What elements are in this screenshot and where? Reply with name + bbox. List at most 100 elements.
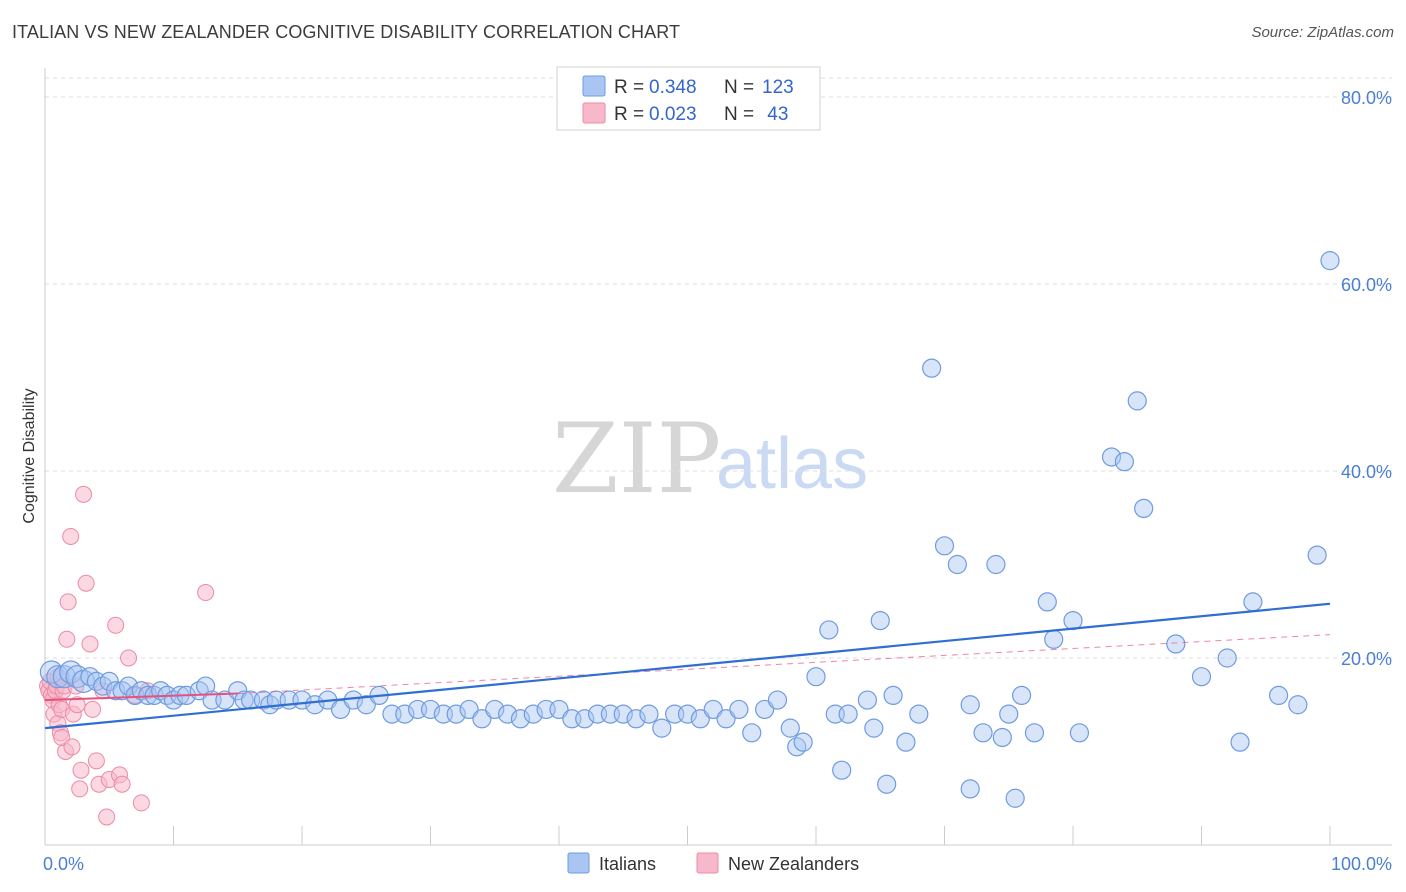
italians-trend-line (44, 602, 1331, 730)
italians-point (870, 610, 890, 631)
italians-point (1217, 648, 1237, 668)
italians-point (922, 358, 942, 378)
italians-point (999, 704, 1019, 724)
new-zealanders-trend-extension (237, 634, 1331, 695)
bottom-legend: Italians New Zealanders (567, 852, 859, 874)
new-zealanders-point (72, 761, 90, 779)
italians-point (1320, 251, 1340, 271)
y-axis-label: Cognitive Disability (21, 388, 38, 523)
italians-point (395, 704, 415, 724)
italians-point (677, 704, 698, 724)
italians-point (52, 665, 76, 689)
italians-point (992, 727, 1012, 748)
new-zealanders-point (87, 752, 105, 770)
new-zealanders-point (77, 574, 95, 592)
italians-point (877, 774, 897, 794)
italians-point (652, 718, 672, 738)
x-tick-label-max: 100.0% (1331, 854, 1392, 874)
italians-point (864, 718, 884, 738)
italians-point (934, 536, 955, 556)
italians-point (838, 704, 858, 724)
bottom-legend-label-italians: Italians (599, 854, 656, 874)
legend-swatch-italians (582, 75, 606, 97)
italians-point (1243, 592, 1263, 612)
italians-point (806, 667, 826, 687)
italians-points (39, 251, 1340, 808)
legend-r-value-new-zealanders: 0.023 (649, 104, 697, 125)
legend-n-value-italians: 123 (762, 77, 794, 98)
italians-point (1063, 610, 1083, 631)
italians-point (639, 704, 659, 724)
bottom-legend-swatch-new-zealanders (696, 852, 719, 874)
italians-point (1101, 447, 1122, 467)
new-zealanders-point (71, 780, 89, 798)
italians-point (472, 709, 492, 729)
italians-point (1005, 788, 1025, 808)
new-zealanders-point (107, 616, 125, 634)
y-tick-label: 60.0% (1341, 275, 1392, 295)
legend-n-label-italians: N = (724, 77, 754, 98)
y-tick-labels: 20.0% 40.0% 60.0% 80.0% (1341, 88, 1392, 669)
italians-point (1134, 498, 1154, 518)
new-zealanders-trend-line (44, 692, 238, 702)
new-zealanders-point (81, 635, 99, 653)
gridlines (45, 77, 1392, 659)
italians-point (1024, 723, 1045, 743)
watermark-atlas: atlas (716, 424, 868, 504)
chart-title: ITALIAN VS NEW ZEALANDER COGNITIVE DISAB… (12, 22, 681, 42)
new-zealanders-points (39, 485, 215, 826)
new-zealanders-point (84, 700, 102, 718)
italians-point (305, 695, 325, 715)
italians-point (215, 690, 235, 710)
italians-point (819, 620, 839, 640)
legend-r-label-italians: R = (614, 77, 644, 98)
italians-point (575, 709, 595, 729)
new-zealanders-point (58, 630, 76, 648)
italians-point (896, 732, 916, 752)
italians-point (46, 665, 70, 689)
watermark: ZIP atlas (552, 403, 868, 515)
italians-point (99, 671, 119, 691)
italians-point (754, 699, 775, 720)
italians-point (1114, 452, 1135, 472)
italians-point (716, 709, 736, 729)
italians-point (793, 732, 813, 752)
italians-point (523, 704, 543, 724)
italians-point (1127, 391, 1147, 411)
new-zealanders-point (68, 696, 86, 714)
y-tick-label: 80.0% (1341, 88, 1392, 108)
new-zealanders-point (75, 485, 93, 503)
new-zealanders-point (120, 649, 138, 667)
legend-swatch-new-zealanders (582, 102, 606, 124)
italians-point (703, 699, 723, 720)
italians-point (767, 690, 788, 710)
italians-point (883, 685, 903, 706)
x-tick-label-min: 0.0% (43, 854, 84, 874)
new-zealanders-point (98, 808, 116, 826)
italians-point (39, 660, 64, 684)
italians-point (947, 554, 967, 575)
italians-point (613, 704, 633, 724)
italians-point (510, 709, 531, 729)
new-zealanders-point (63, 738, 81, 756)
italians-point (960, 695, 980, 715)
italians-point (857, 690, 878, 710)
italians-point (973, 723, 993, 743)
italians-point (1191, 667, 1212, 687)
italians-point (1069, 723, 1090, 743)
italians-point (420, 699, 441, 720)
italians-point (356, 695, 376, 715)
bottom-legend-swatch-italians (567, 852, 590, 874)
italians-point (626, 709, 646, 729)
italians-point (118, 676, 139, 696)
italians-point (1230, 732, 1250, 752)
italians-point (1011, 685, 1032, 706)
axes (44, 68, 1392, 846)
new-zealanders-point (62, 527, 80, 545)
new-zealanders-point (59, 593, 77, 611)
italians-point (909, 704, 929, 724)
italians-point (1268, 685, 1289, 706)
italians-point (742, 723, 762, 743)
italians-point (485, 699, 505, 720)
